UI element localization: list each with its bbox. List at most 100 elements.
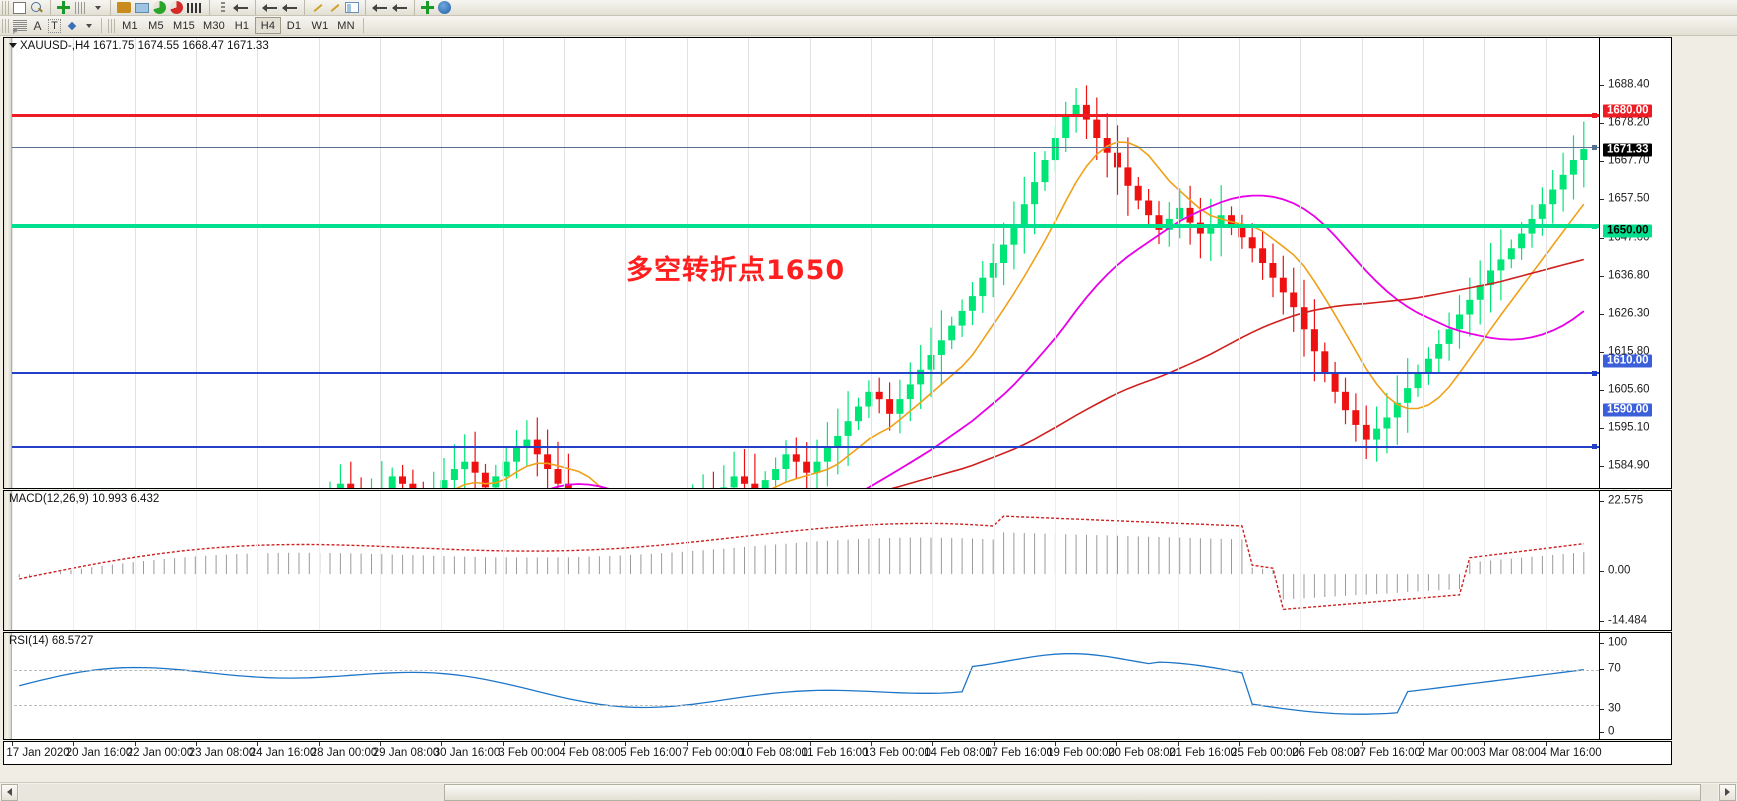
zoom-search-icon[interactable] [28,0,46,15]
timeframe-m5-button[interactable]: M5 [148,19,164,32]
pivot-level-tag[interactable]: 1650.00 [1603,224,1652,238]
toolbar-grip[interactable] [2,18,9,33]
timeframe-m30-button[interactable]: M30 [203,19,225,32]
timeframe-h1-button[interactable]: H1 [234,19,250,32]
price-pane[interactable]: 1688.40 1678.20 1667.70 1657.50 1647.00 1636.… [3,37,1672,489]
pivot-1650-line[interactable] [4,224,1599,229]
macd-plot-area[interactable] [4,491,1599,630]
vertical-gridline [1178,491,1179,630]
pivot-1650-line-handle[interactable] [1592,223,1597,229]
scroll-right-button[interactable] [1719,783,1736,801]
trendline-icon[interactable] [390,0,410,15]
price-axis[interactable]: 1688.40 1678.20 1667.70 1657.50 1647.00 1636.… [1599,38,1671,488]
scrollbar-thumb[interactable] [443,783,1701,801]
timeframe-grip[interactable] [108,18,115,33]
grid-lines-f-icon[interactable] [11,18,29,36]
erase-pencil-icon[interactable] [326,0,343,15]
axis-tick [1600,709,1604,710]
expert-advisors-green-icon[interactable] [151,0,168,15]
resistance-1680-line-handle[interactable] [1592,113,1597,119]
time-tick [687,742,688,746]
support-level-2-tag[interactable]: 1590.00 [1603,403,1652,417]
macd-pane[interactable]: 22.575 0.00 -14.484 MACD(12,26,9) 10.993 6… [3,490,1672,631]
window-tile-icon[interactable] [343,0,361,15]
axis-tick [1600,466,1604,467]
price-pane-title: XAUUSD-,H4 1671.75 1674.55 1668.47 1671.… [9,40,269,52]
macd-axis-label: -14.484 [1608,614,1648,627]
vertical-gridline [1300,38,1301,488]
price-plot-area[interactable] [4,38,1599,488]
rsi-plot-area[interactable] [4,633,1599,739]
timeframe-h4-button[interactable]: H4 [255,17,281,34]
fibo-retracement-icon[interactable] [260,0,280,15]
vertical-gridline [748,491,749,630]
edit-pencil-icon[interactable] [309,0,326,15]
collapse-triangle-icon[interactable] [9,43,17,49]
indicator-dropdown-icon[interactable] [89,0,106,15]
support-1590-line[interactable] [4,445,1599,448]
text-object-icon[interactable]: T [46,18,63,34]
current-price-1671-line-handle[interactable] [1592,145,1597,151]
current-price-tag[interactable]: 1671.33 [1603,143,1652,157]
time-axis[interactable]: 17 Jan 2020 20 Jan 16:00 22 Jan 00:00 23 Ja… [3,741,1672,765]
new-chart-icon[interactable] [11,0,28,15]
time-tick [503,742,504,746]
grid-toggle-icon[interactable] [214,0,231,15]
resistance-level-tag[interactable]: 1680.00 [1603,104,1652,118]
rsi-axis-label: 70 [1608,662,1621,675]
support-1610-line[interactable] [4,372,1599,375]
scroll-left-button[interactable] [1,783,18,801]
fibo-expansion-icon[interactable] [231,0,251,15]
divider [110,0,111,15]
text-label-icon[interactable]: A [33,18,42,33]
shapes-dropdown-icon[interactable] [80,18,97,34]
timeframe-m15-button[interactable]: M15 [173,19,195,32]
support-1610-line-handle[interactable] [1592,370,1597,376]
scrollbar-track[interactable] [19,783,1718,801]
vertical-gridline [441,491,442,630]
timeframe-w1-button[interactable]: W1 [311,19,329,32]
mail-icon[interactable] [133,0,151,15]
support-1590-line-handle[interactable] [1592,444,1597,450]
rsi-axis-label: 30 [1608,702,1621,715]
vertical-gridline [380,38,381,488]
vertical-gridline [810,38,811,488]
timeframe-mn-button[interactable]: MN [337,19,355,32]
vertical-gridline [73,491,74,630]
timeframe-d1-button[interactable]: D1 [286,19,302,32]
expert-advisors-red-icon[interactable] [168,0,185,15]
price-axis-label: 1667.70 [1608,154,1650,167]
resistance-1680-line[interactable] [4,114,1599,118]
shapes-icon[interactable] [63,18,80,34]
time-axis-label: 24 Jan 16:00 [249,747,317,759]
rsi-pane[interactable]: 100 70 30 0 RSI(14) 68.5727 [3,632,1672,740]
price-pane-left-gutter[interactable] [4,38,12,488]
rsi-pane-left-gutter[interactable] [4,633,12,739]
rsi-svg [19,653,1584,715]
crosshair-h-icon[interactable] [370,0,390,15]
template-folder-icon[interactable] [115,0,133,15]
time-axis-label: 3 Feb 00:00 [498,747,560,759]
vertical-gridline [1362,491,1363,630]
timeframe-m1-button[interactable]: M1 [122,19,138,32]
toolbar-grip[interactable] [2,0,9,15]
horizontal-scrollbar[interactable] [0,782,1737,801]
dotted-line-icon[interactable] [185,0,205,15]
time-axis-label: 22 Jan 00:00 [126,747,194,759]
rsi-axis[interactable]: 100 70 30 0 [1599,633,1671,739]
time-tick [1362,742,1363,746]
indicator-bars-icon[interactable] [72,0,89,15]
fibo-timezone-icon[interactable] [280,0,300,15]
support-level-1-tag[interactable]: 1610.00 [1603,354,1652,368]
macd-axis[interactable]: 22.575 0.00 -14.484 [1599,491,1671,630]
rsi-pane-title: RSI(14) 68.5727 [9,635,94,647]
macd-pane-left-gutter[interactable] [4,491,12,630]
vertical-gridline [135,38,136,488]
current-price-1671-line[interactable] [4,147,1599,149]
vertical-gridline [503,38,504,488]
add-indicator-icon[interactable] [55,0,72,15]
refresh-icon[interactable] [436,0,453,15]
add-object-icon[interactable] [419,0,436,15]
axis-tick [1600,123,1604,124]
vertical-gridline [319,491,320,630]
